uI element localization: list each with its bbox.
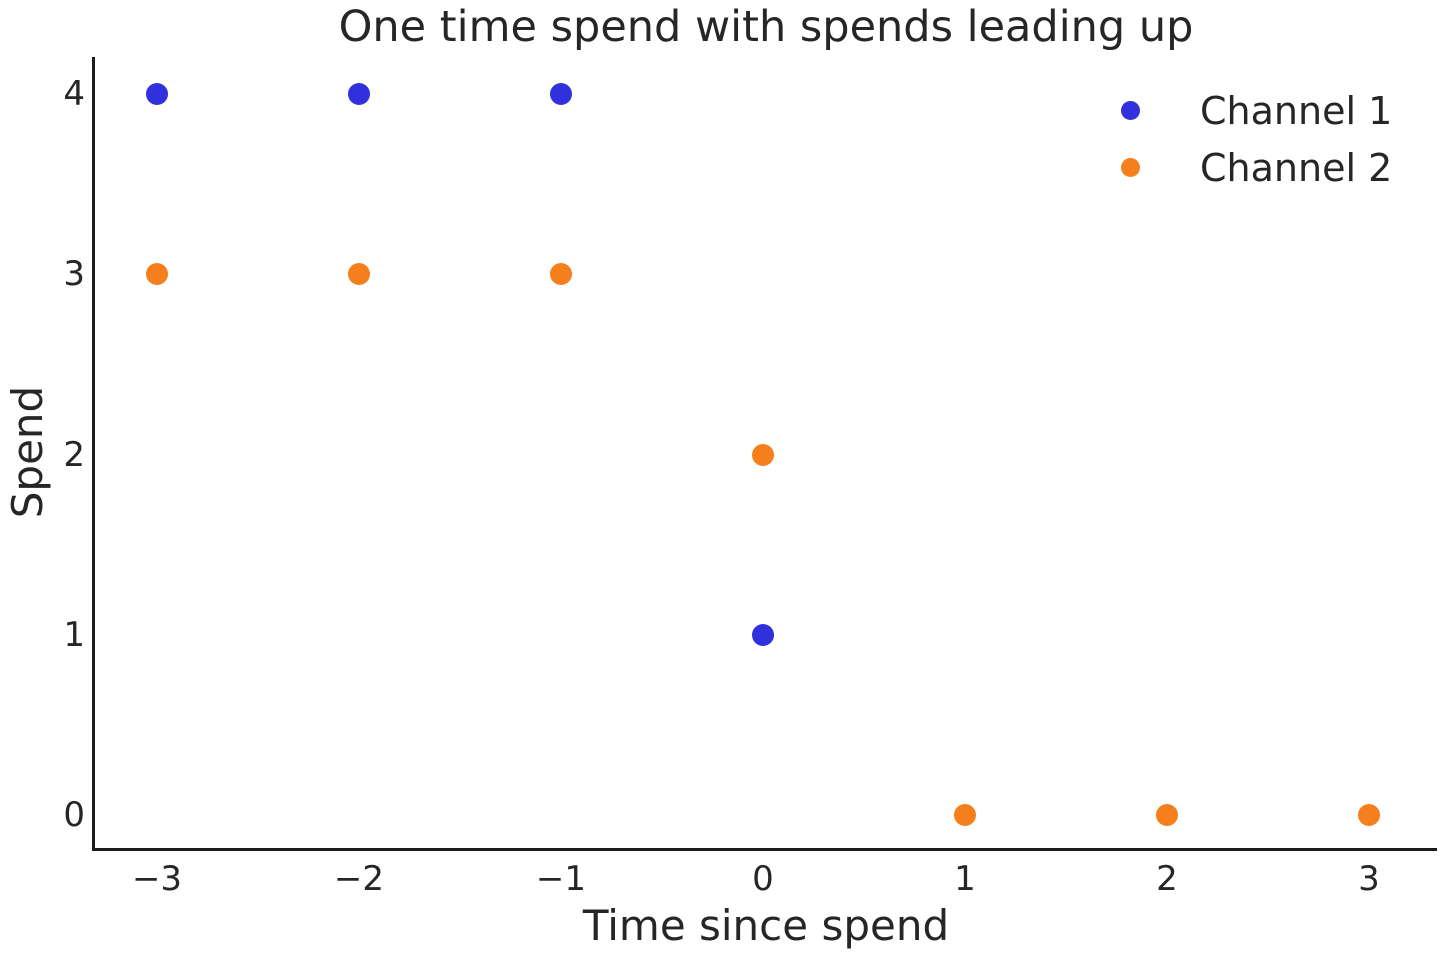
legend-item: Channel 1 xyxy=(1121,82,1392,139)
x-axis-spine xyxy=(92,848,1437,851)
point-channel-2 xyxy=(1357,804,1380,827)
x-tick-label: 0 xyxy=(752,859,774,899)
plot-area xyxy=(92,57,1437,851)
point-channel-2 xyxy=(549,263,572,286)
point-channel-2 xyxy=(751,443,774,466)
x-tick-label: −2 xyxy=(333,859,385,899)
y-axis-label: Spend xyxy=(3,385,52,519)
y-axis-spine xyxy=(92,57,95,851)
point-channel-1 xyxy=(146,83,168,106)
point-channel-1 xyxy=(751,623,774,646)
legend-label: Channel 2 xyxy=(1200,145,1393,190)
y-tick-labels: 0 1 2 3 4 xyxy=(0,0,85,960)
y-tick-label: 1 xyxy=(63,614,85,655)
point-channel-2 xyxy=(1155,804,1178,827)
x-tick-label: 2 xyxy=(1156,859,1178,899)
x-axis-label: Time since spend xyxy=(582,901,950,950)
point-channel-1 xyxy=(549,83,572,106)
legend-item: Channel 2 xyxy=(1121,139,1392,196)
legend: Channel 1 Channel 2 xyxy=(1121,82,1392,196)
y-tick-label: 3 xyxy=(63,254,85,295)
x-tick-label: 1 xyxy=(954,859,976,899)
x-tick-label: −3 xyxy=(131,859,183,899)
x-tick-label: 3 xyxy=(1358,859,1380,899)
y-tick-label: 4 xyxy=(63,74,85,115)
y-tick-label: 2 xyxy=(63,434,85,475)
chart-title: One time spend with spends leading up xyxy=(338,2,1194,52)
point-channel-2 xyxy=(347,263,370,286)
point-channel-1 xyxy=(347,83,370,106)
legend-label: Channel 1 xyxy=(1200,88,1393,133)
legend-marker-dot-icon xyxy=(1121,101,1140,120)
point-channel-2 xyxy=(146,263,168,286)
y-tick-label: 0 xyxy=(63,795,85,836)
points-layer xyxy=(95,57,1437,848)
x-tick-labels: −3 −2 −1 0 1 2 3 xyxy=(0,855,1440,903)
x-tick-label: −1 xyxy=(535,859,587,899)
legend-marker-dot-icon xyxy=(1121,158,1140,177)
point-channel-2 xyxy=(953,804,976,827)
